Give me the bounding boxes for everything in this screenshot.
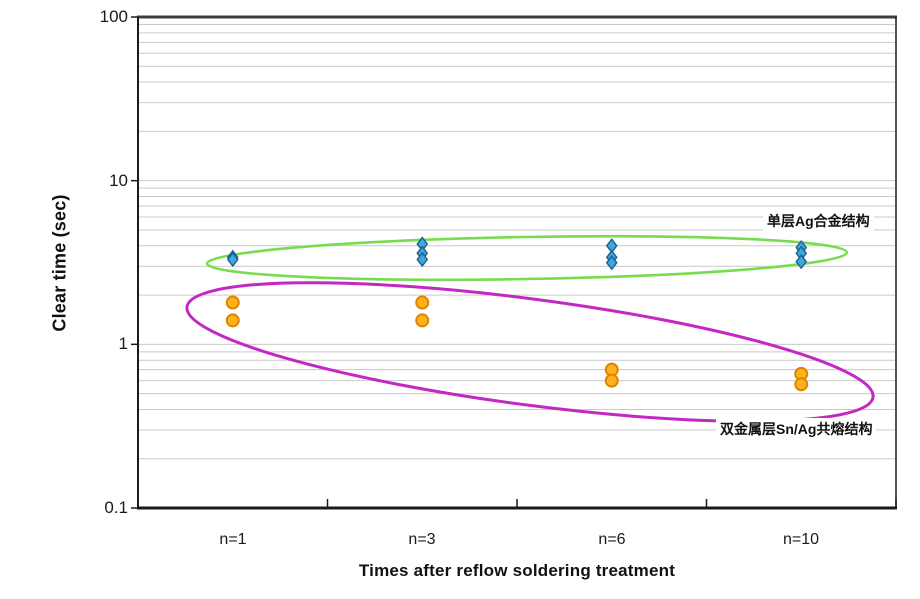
x-tick-label-n1: n=1 — [219, 531, 247, 548]
y-tick-label-0.1: 0.1 — [104, 498, 128, 517]
y-tick-label-10: 10 — [109, 171, 128, 190]
annotation-label-sn-ag-eutectic: 双金属层Sn/Ag共熔结构 — [716, 418, 877, 440]
x-axis-title: Times after reflow soldering treatment — [358, 561, 676, 580]
y-axis-title: Clear time (sec) — [49, 194, 70, 332]
x-tick-label-n6: n=6 — [598, 531, 626, 548]
y-tick-label-1: 1 — [118, 334, 128, 353]
x-tick-label-n3: n=3 — [408, 531, 436, 548]
x-tick-label-n10: n=10 — [782, 531, 820, 548]
annotation-label-single-ag-alloy: 单层Ag合金结构 — [763, 210, 874, 232]
y-tick-label-100: 100 — [99, 7, 128, 26]
